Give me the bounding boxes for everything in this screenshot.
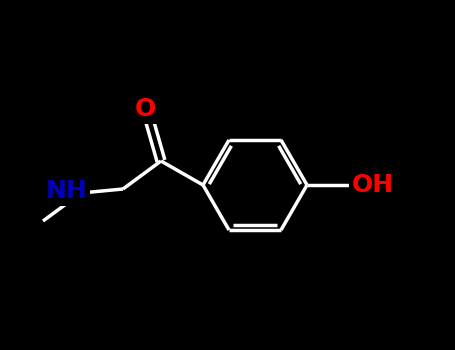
Text: O: O [134,97,156,121]
Text: OH: OH [352,173,394,197]
Text: NH: NH [46,179,88,203]
